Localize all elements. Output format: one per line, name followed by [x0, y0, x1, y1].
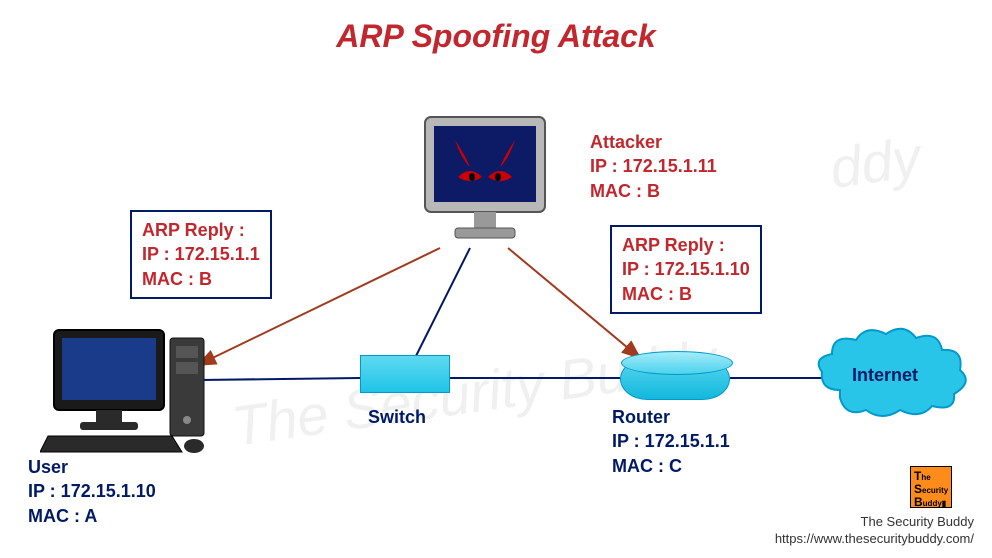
footer-url: https://www.thesecuritybuddy.com/ — [775, 531, 974, 548]
router-name: Router — [612, 405, 730, 429]
switch-name: Switch — [368, 407, 426, 427]
switch-label: Switch — [368, 405, 426, 429]
attacker-ip: IP : 172.15.1.11 — [590, 154, 717, 178]
footer-name: The Security Buddy — [775, 514, 974, 531]
user-mac: MAC : A — [28, 504, 156, 528]
arp-left-l3: MAC : B — [142, 267, 260, 291]
router-device — [620, 358, 730, 400]
user-device — [40, 320, 220, 465]
attacker-label: Attacker IP : 172.15.1.11 MAC : B — [590, 130, 717, 203]
attacker-name: Attacker — [590, 130, 717, 154]
arp-reply-left: ARP Reply : IP : 172.15.1.1 MAC : B — [130, 210, 272, 299]
arp-left-l1: ARP Reply : — [142, 218, 260, 242]
footer: The Security Buddy https://www.thesecuri… — [775, 514, 974, 548]
attacker-mac: MAC : B — [590, 179, 717, 203]
arp-left-l2: IP : 172.15.1.1 — [142, 242, 260, 266]
tsb-logo: The Security Buddy▮ — [910, 466, 952, 508]
arp-right-l2: IP : 172.15.1.10 — [622, 257, 750, 281]
attacker-monitor-icon — [410, 105, 560, 255]
arp-reply-right: ARP Reply : IP : 172.15.1.10 MAC : B — [610, 225, 762, 314]
arp-right-l3: MAC : B — [622, 282, 750, 306]
user-pc-icon — [40, 320, 220, 460]
arp-right-l1: ARP Reply : — [622, 233, 750, 257]
watermark-2: ddy — [826, 124, 924, 201]
diagram-title: ARP Spoofing Attack — [0, 18, 992, 55]
switch-device — [360, 355, 450, 393]
title-text: ARP Spoofing Attack — [336, 18, 655, 54]
user-ip: IP : 172.15.1.10 — [28, 479, 156, 503]
user-label: User IP : 172.15.1.10 MAC : A — [28, 455, 156, 528]
internet-label: Internet — [852, 363, 918, 387]
router-label: Router IP : 172.15.1.1 MAC : C — [612, 405, 730, 478]
router-ip: IP : 172.15.1.1 — [612, 429, 730, 453]
internet-text: Internet — [852, 365, 918, 385]
router-mac: MAC : C — [612, 454, 730, 478]
attacker-device — [410, 105, 560, 260]
